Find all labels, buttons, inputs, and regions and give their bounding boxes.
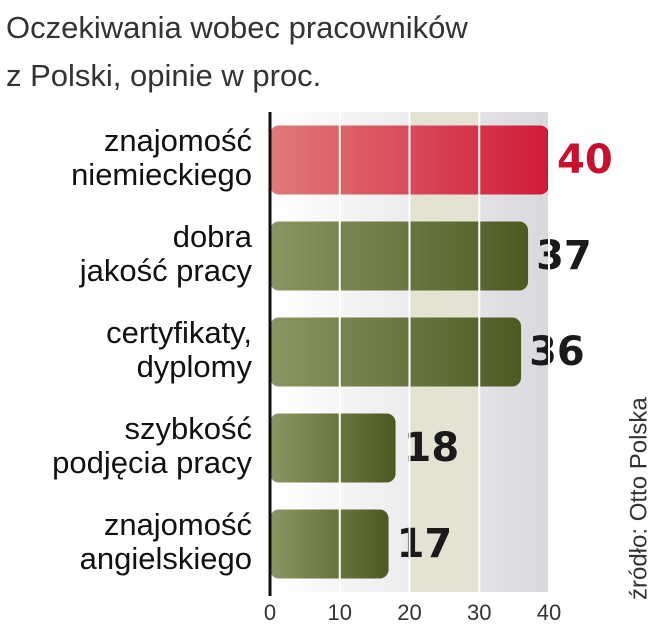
category-label: jakość pracy bbox=[79, 253, 253, 288]
category-label: szybkość bbox=[125, 411, 252, 446]
category-label: certyfikaty, bbox=[106, 315, 252, 350]
chart-title: Oczekiwania wobec pracowników bbox=[6, 10, 468, 45]
x-tick-label: 20 bbox=[397, 600, 421, 625]
x-tick-label: 30 bbox=[467, 600, 491, 625]
bar bbox=[270, 509, 389, 579]
category-label: znajomość bbox=[104, 507, 252, 542]
value-label: 37 bbox=[536, 233, 592, 279]
bar bbox=[270, 317, 522, 387]
value-label: 17 bbox=[397, 521, 453, 567]
source: źródło: Otto Polska bbox=[625, 397, 652, 600]
category-label: dyplomy bbox=[137, 349, 253, 384]
x-tick-label: 10 bbox=[328, 600, 352, 625]
bar bbox=[270, 413, 396, 483]
value-label: 36 bbox=[529, 329, 585, 375]
category-label: dobra bbox=[173, 219, 253, 254]
chart-title: z Polski, opinie w proc. bbox=[6, 58, 321, 93]
bar bbox=[270, 221, 529, 291]
category-label: niemieckiego bbox=[71, 157, 252, 192]
x-tick-label: 0 bbox=[264, 600, 276, 625]
x-tick-label: 40 bbox=[537, 600, 561, 625]
category-label: angielskiego bbox=[80, 541, 252, 576]
category-label: znajomość bbox=[104, 123, 252, 158]
category-label: podjęcia pracy bbox=[52, 445, 252, 480]
value-label: 18 bbox=[404, 425, 460, 471]
value-label: 40 bbox=[557, 137, 613, 183]
